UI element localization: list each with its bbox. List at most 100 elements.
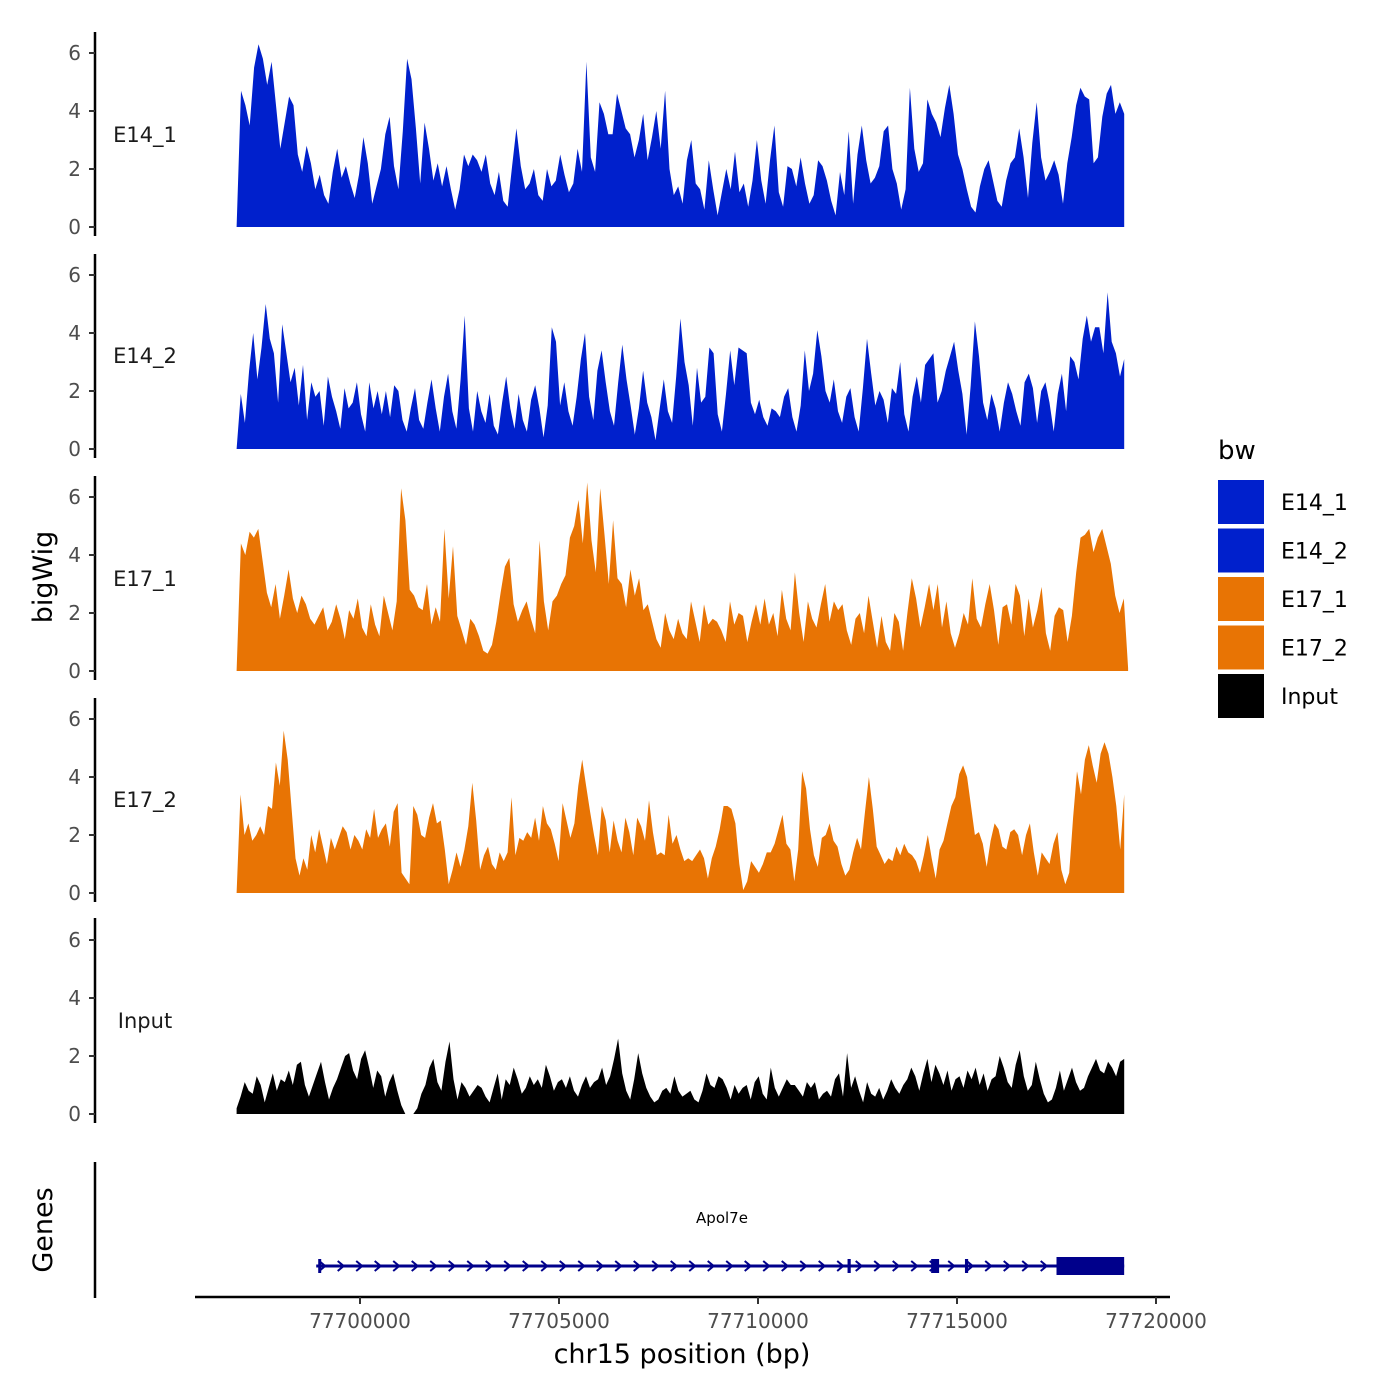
strand-arrow xyxy=(688,1260,697,1272)
strand-arrow xyxy=(540,1260,549,1272)
strand-arrow xyxy=(485,1260,494,1272)
gene-cds-block xyxy=(1056,1257,1125,1275)
strand-arrow xyxy=(392,1260,401,1272)
strand-arrow xyxy=(503,1260,512,1272)
gene-exon xyxy=(847,1259,851,1273)
gene-track-title: Genes xyxy=(28,1187,59,1272)
track-E17_1: 0 2 4 6 E17_1 xyxy=(68,476,1129,683)
strand-arrow xyxy=(651,1260,660,1272)
strand-arrow xyxy=(836,1260,845,1272)
x-tick-label: 77720000 xyxy=(1105,1309,1207,1333)
legend-label-E17_1: E17_1 xyxy=(1281,588,1348,613)
legend-label-E17_2: E17_2 xyxy=(1281,637,1348,662)
strand-arrow xyxy=(818,1260,827,1272)
x-axis: chr15 position (bp) 77700000 77705000 7771… xyxy=(195,1295,1207,1370)
track-E14_1: 0 2 4 6 E14_1 xyxy=(68,32,1125,239)
y-tick-label: 0 xyxy=(68,215,81,239)
y-tick-label: 2 xyxy=(68,157,81,181)
legend-swatch-E17_1 xyxy=(1218,577,1264,621)
strand-arrow xyxy=(910,1260,919,1272)
strand-arrow xyxy=(799,1260,808,1272)
y-tick-label: 6 xyxy=(68,707,81,731)
strand-arrow xyxy=(670,1260,679,1272)
strand-arrow xyxy=(614,1260,623,1272)
x-tick-label: 77705000 xyxy=(508,1309,610,1333)
area-E17_1 xyxy=(236,482,1129,671)
tracks-layer: 0 2 4 6 E14_1 0 2 4 6 E14_2 0 2 4 6 E17_1 0 2 4 6 E17_2 0 2 4 6… xyxy=(68,32,1129,1126)
strand-arrow xyxy=(448,1260,457,1272)
legend-swatch-E17_2 xyxy=(1218,625,1264,670)
gene-exon xyxy=(318,1259,322,1273)
x-tick-label: 77715000 xyxy=(906,1309,1008,1333)
y-tick-label: 0 xyxy=(68,437,81,461)
strand-arrow xyxy=(559,1260,568,1272)
strand-arrow xyxy=(707,1260,716,1272)
strand-arrow xyxy=(892,1260,901,1272)
strand-arrow xyxy=(1021,1260,1030,1272)
area-E14_1 xyxy=(236,44,1125,227)
area-E17_2 xyxy=(236,730,1125,893)
gene-exon xyxy=(931,1259,940,1273)
strand-arrow xyxy=(337,1260,346,1272)
strand-arrow xyxy=(855,1260,864,1272)
x-axis-title: chr15 position (bp) xyxy=(554,1339,811,1370)
legend-swatch-E14_2 xyxy=(1218,528,1264,573)
strand-arrow xyxy=(762,1260,771,1272)
legend-swatch-Input xyxy=(1218,674,1264,718)
y-tick-label: 0 xyxy=(68,881,81,905)
strand-arrow xyxy=(1003,1260,1012,1272)
track-label-E17_1: E17_1 xyxy=(113,567,177,592)
strand-arrow xyxy=(966,1260,975,1272)
strand-arrow xyxy=(781,1260,790,1272)
strand-arrow xyxy=(466,1260,475,1272)
y-tick-label: 6 xyxy=(68,928,81,952)
gene-exon xyxy=(964,1259,969,1273)
y-tick-label: 2 xyxy=(68,823,81,847)
y-tick-label: 6 xyxy=(68,41,81,65)
strand-arrow xyxy=(355,1260,364,1272)
strand-arrow xyxy=(873,1260,882,1272)
y-tick-label: 0 xyxy=(68,1102,81,1126)
x-tick-label: 77700000 xyxy=(309,1309,411,1333)
gene-track: Genes Apol7e xyxy=(28,1162,1125,1298)
legend-swatch-E14_1 xyxy=(1218,480,1264,524)
strand-arrow xyxy=(725,1260,734,1272)
y-tick-label: 4 xyxy=(68,543,81,567)
area-Input xyxy=(236,1038,1125,1114)
gene-model xyxy=(316,1257,1125,1275)
legend-title: bw xyxy=(1218,436,1256,466)
y-tick-label: 4 xyxy=(68,765,81,789)
strand-arrow xyxy=(984,1260,993,1272)
y-tick-label: 2 xyxy=(68,601,81,625)
area-E14_2 xyxy=(236,292,1125,449)
gene-name-label: Apol7e xyxy=(696,1209,748,1227)
strand-arrow xyxy=(522,1260,531,1272)
y-axis-title: bigWig xyxy=(28,531,59,624)
y-tick-label: 0 xyxy=(68,659,81,683)
strand-arrow xyxy=(947,1260,956,1272)
track-E17_2: 0 2 4 6 E17_2 xyxy=(68,698,1125,905)
track-E14_2: 0 2 4 6 E14_2 xyxy=(68,254,1125,461)
y-tick-label: 4 xyxy=(68,986,81,1010)
strand-arrow xyxy=(596,1260,605,1272)
y-tick-label: 6 xyxy=(68,263,81,287)
strand-arrow xyxy=(1040,1260,1049,1272)
strand-arrow xyxy=(744,1260,753,1272)
track-label-Input: Input xyxy=(118,1009,172,1033)
strand-arrow xyxy=(429,1260,438,1272)
legend-label-E14_1: E14_1 xyxy=(1281,491,1348,516)
strand-arrow xyxy=(577,1260,586,1272)
y-tick-label: 6 xyxy=(68,485,81,509)
legend: bw E14_1 E14_2 E17_1 E17_2 Input xyxy=(1218,436,1348,718)
y-tick-label: 2 xyxy=(68,1044,81,1068)
strand-arrow xyxy=(633,1260,642,1272)
track-label-E14_2: E14_2 xyxy=(113,344,177,369)
y-tick-label: 2 xyxy=(68,379,81,403)
y-tick-label: 4 xyxy=(68,99,81,123)
track-Input: 0 2 4 6 Input xyxy=(68,918,1125,1126)
strand-arrow xyxy=(411,1260,420,1272)
x-tick-label: 77710000 xyxy=(707,1309,809,1333)
legend-label-Input: Input xyxy=(1281,685,1338,710)
strand-arrow xyxy=(374,1260,383,1272)
